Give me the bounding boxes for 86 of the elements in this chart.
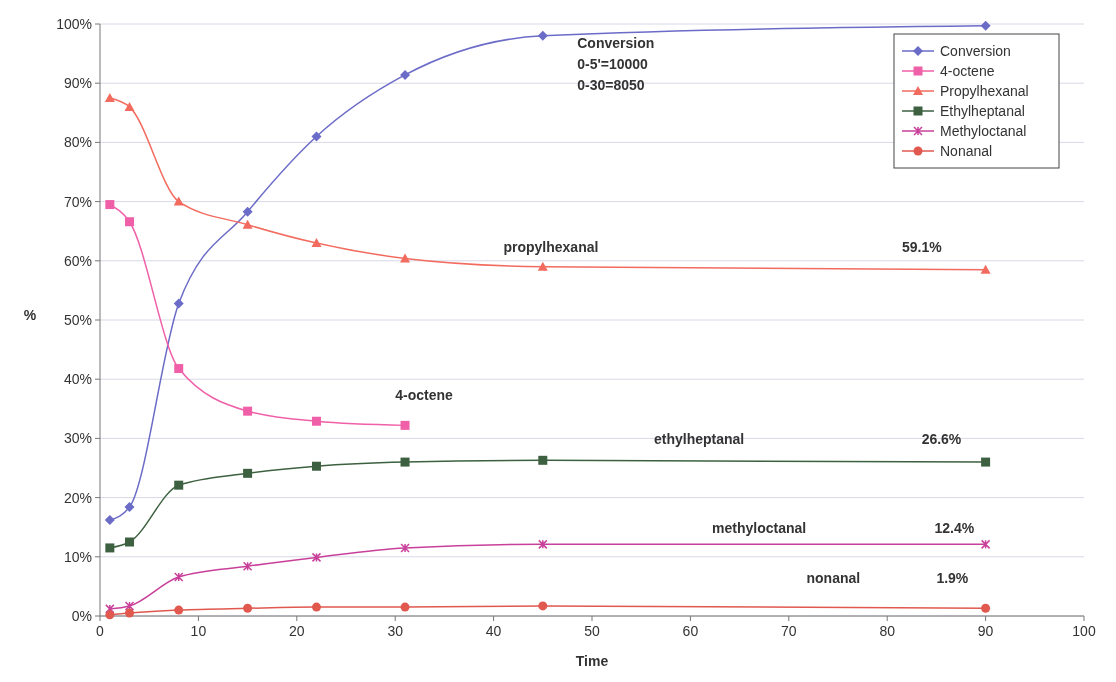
- point: [174, 605, 184, 615]
- annotation: 59.1%: [901, 238, 943, 255]
- point: [125, 537, 135, 547]
- x-tick-label: 90: [977, 623, 994, 639]
- annotation: nonanal: [806, 570, 861, 587]
- annotation: methyloctanal: [712, 520, 807, 537]
- point: [538, 601, 548, 611]
- point: [105, 543, 115, 553]
- x-tick-label: 60: [682, 623, 699, 639]
- y-tick-label: 20%: [63, 489, 92, 506]
- point: [105, 200, 115, 210]
- point: [311, 131, 322, 142]
- x-tick-label: 40: [485, 623, 502, 639]
- x-tick-label: 50: [584, 623, 600, 639]
- x-tick-label: 20: [289, 623, 305, 639]
- point: [125, 608, 135, 618]
- y-tick-label: 70%: [63, 193, 92, 210]
- point: [173, 196, 184, 206]
- y-tick-label: 30%: [63, 430, 92, 447]
- point: [980, 539, 991, 550]
- x-tick-label: 0: [96, 623, 105, 639]
- x-tick-label: 70: [781, 623, 797, 639]
- y-tick-label: 10%: [63, 548, 92, 565]
- legend-label: Propylhexanal: [940, 82, 1029, 99]
- legend-label: Methyloctanal: [940, 122, 1027, 139]
- point: [981, 457, 991, 467]
- y-tick-label: 0%: [71, 607, 92, 624]
- point: [311, 416, 321, 426]
- annotation: 26.6%: [921, 431, 962, 448]
- point: [124, 101, 135, 111]
- y-tick-label: 40%: [63, 371, 92, 388]
- point: [124, 502, 135, 513]
- x-tick-label: 30: [387, 623, 404, 639]
- y-tick-label: 50%: [63, 311, 92, 328]
- point: [400, 543, 410, 553]
- point: [173, 298, 184, 309]
- legend-label: 4-octene: [940, 62, 995, 79]
- point: [174, 364, 184, 374]
- point: [125, 217, 135, 227]
- point: [537, 261, 548, 271]
- point: [980, 264, 991, 274]
- y-tick-label: 80%: [63, 134, 92, 151]
- point: [538, 455, 548, 465]
- x-tick-label: 100: [1072, 623, 1096, 639]
- point: [311, 461, 321, 471]
- point: [242, 206, 253, 217]
- y-tick-label: 90%: [63, 75, 92, 92]
- annotation: Conversion 0-5'=10000 0-30=8050: [577, 34, 655, 93]
- annotation: propylhexanal: [503, 238, 599, 255]
- point: [400, 253, 411, 263]
- point: [243, 603, 253, 613]
- point: [173, 572, 184, 582]
- y-tick-label: 100%: [56, 15, 92, 32]
- point: [124, 601, 135, 611]
- point: [400, 602, 410, 612]
- point: [311, 552, 322, 563]
- point: [104, 515, 115, 526]
- point: [104, 93, 115, 102]
- y-tick-label: 60%: [63, 252, 92, 269]
- legend-label: Nonanal: [940, 142, 993, 159]
- point: [981, 603, 991, 613]
- x-tick-label: 80: [879, 623, 896, 639]
- point: [400, 69, 411, 80]
- legend-label: Conversion: [940, 42, 1011, 59]
- x-tick-label: 10: [190, 623, 207, 639]
- legend-label: Ethylheptanal: [940, 102, 1025, 119]
- annotation: 12.4%: [934, 520, 975, 537]
- point: [242, 561, 253, 572]
- point: [538, 539, 548, 550]
- point: [311, 602, 321, 612]
- x-axis-title: Time: [575, 653, 609, 669]
- point: [243, 468, 253, 478]
- annotation: ethylheptanal: [653, 431, 745, 448]
- point: [400, 420, 410, 430]
- point: [537, 30, 548, 41]
- point: [400, 457, 410, 467]
- point: [174, 480, 184, 490]
- point: [105, 604, 115, 614]
- annotation: 1.9%: [936, 570, 969, 587]
- point: [105, 610, 115, 620]
- point: [242, 219, 253, 229]
- annotation: 4-octene: [395, 386, 453, 403]
- point: [243, 406, 253, 416]
- point: [980, 20, 991, 31]
- point: [311, 238, 322, 248]
- y-axis-title: %: [23, 307, 37, 323]
